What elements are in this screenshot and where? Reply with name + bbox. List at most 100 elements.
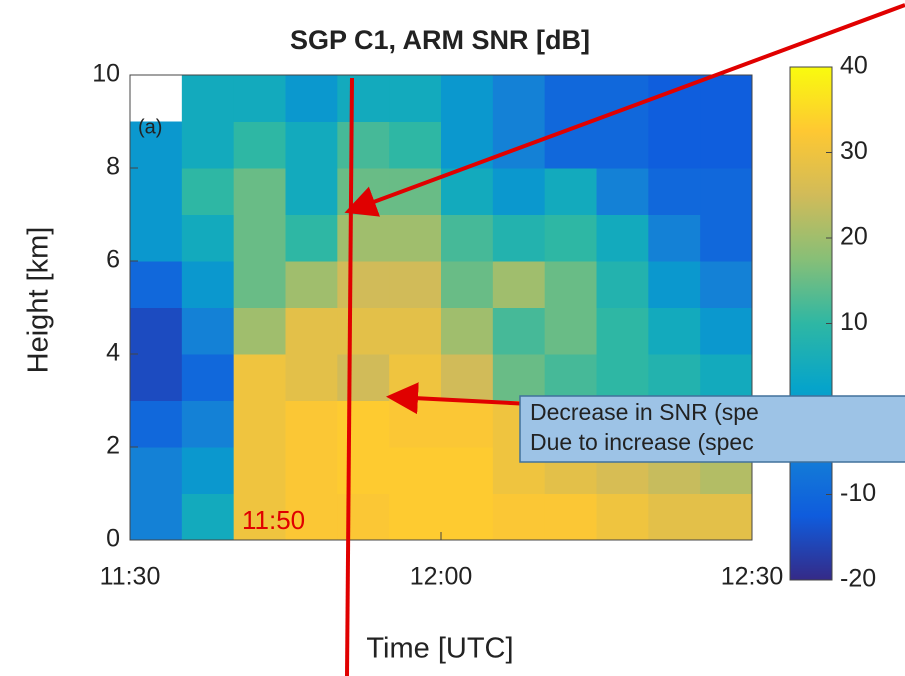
heat-cell — [441, 75, 494, 122]
heat-cell — [648, 354, 701, 401]
heat-cell — [648, 307, 701, 355]
heat-cell — [337, 121, 390, 169]
heat-cell — [181, 400, 235, 448]
heat-cell — [130, 307, 183, 355]
heat-cell — [492, 75, 546, 122]
time-marker-label: 11:50 — [242, 505, 305, 535]
panel-label: (a) — [138, 116, 162, 138]
heat-cell — [700, 493, 753, 541]
heat-cell — [441, 261, 494, 308]
chart-title: SGP C1, ARM SNR [dB] — [290, 25, 590, 55]
y-tick-label: 6 — [106, 246, 120, 274]
heat-cell — [492, 493, 546, 541]
colorbar-tick-label: 10 — [840, 308, 868, 336]
heat-cell — [441, 400, 494, 448]
heat-cell — [285, 354, 338, 401]
heat-cell — [130, 493, 183, 541]
heat-cell — [700, 307, 753, 355]
heat-cell — [700, 121, 753, 169]
heat-cell — [389, 214, 442, 262]
heat-cell — [181, 261, 235, 308]
heat-cell — [181, 307, 235, 355]
heat-cell — [441, 307, 494, 355]
heat-cell — [596, 354, 649, 401]
heat-cell — [130, 261, 183, 308]
heat-cell — [285, 447, 338, 494]
heat-cell — [492, 168, 546, 215]
y-tick-label: 10 — [92, 60, 120, 88]
y-tick-label: 0 — [106, 525, 120, 553]
heat-cell — [492, 121, 546, 169]
heat-cell — [700, 168, 753, 215]
heat-cell — [233, 121, 286, 169]
heat-cell — [285, 493, 338, 541]
heat-cell — [130, 447, 183, 494]
plot-area — [130, 75, 753, 541]
arrow — [344, 3, 905, 217]
heat-cell — [544, 75, 597, 122]
heat-cell — [648, 261, 701, 308]
heat-cell — [337, 168, 390, 215]
heat-cell — [596, 121, 649, 169]
note-text: Decrease in SNR (spe — [530, 399, 759, 425]
arrow — [386, 382, 531, 415]
y-tick-label: 8 — [106, 153, 120, 181]
heat-cell — [596, 261, 649, 308]
heat-cell — [389, 75, 442, 122]
heat-cell — [181, 214, 235, 262]
heat-cell — [596, 307, 649, 355]
heat-cell — [700, 354, 753, 401]
colorbar-tick-label: -10 — [840, 479, 876, 507]
heat-cell — [337, 493, 390, 541]
heat-cell — [337, 400, 390, 448]
y-axis-label: Height [km] — [23, 227, 55, 374]
heat-cell — [233, 307, 286, 355]
heat-cell — [233, 354, 286, 401]
note-box — [519, 395, 905, 463]
heat-cell — [285, 214, 338, 262]
heat-cell — [285, 168, 338, 215]
heat-cell — [181, 168, 235, 215]
heat-cell — [181, 493, 235, 541]
heat-cell — [337, 447, 390, 494]
heat-cell — [337, 354, 390, 401]
colorbar-tick-label: 30 — [840, 137, 868, 165]
heat-cell — [441, 354, 494, 401]
heat-cell — [130, 121, 183, 169]
heat-cell — [544, 354, 597, 401]
heat-cell — [337, 307, 390, 355]
heat-cell — [337, 261, 390, 308]
heat-cell — [389, 121, 442, 169]
heat-cell — [596, 214, 649, 262]
colorbar-tick-label: 40 — [840, 52, 868, 80]
heat-cell — [233, 75, 286, 122]
heat-cell — [181, 447, 235, 494]
colorbar — [789, 66, 833, 581]
heat-cell — [130, 400, 183, 448]
heat-cell — [441, 447, 494, 494]
heat-cell — [492, 307, 546, 355]
heat-cell — [285, 261, 338, 308]
heat-cell — [544, 261, 597, 308]
heat-cell — [492, 354, 546, 401]
heat-cell — [492, 261, 546, 308]
heat-cell — [596, 168, 649, 215]
heat-cell — [389, 354, 442, 401]
heat-cell — [492, 214, 546, 262]
heat-cell — [700, 261, 753, 308]
heat-cell — [130, 214, 183, 262]
heat-cell — [389, 493, 442, 541]
heat-cell — [233, 400, 286, 448]
heat-cell — [648, 121, 701, 169]
heat-cell — [596, 493, 649, 541]
heat-cell — [130, 354, 183, 401]
heat-cell — [233, 168, 286, 215]
heat-cell — [389, 307, 442, 355]
y-tick-label: 2 — [106, 432, 120, 460]
heat-cell — [648, 214, 701, 262]
x-tick-label: 12:00 — [410, 563, 473, 591]
time-marker-line — [345, 77, 354, 676]
heat-cell — [285, 307, 338, 355]
heat-cell — [233, 493, 286, 541]
